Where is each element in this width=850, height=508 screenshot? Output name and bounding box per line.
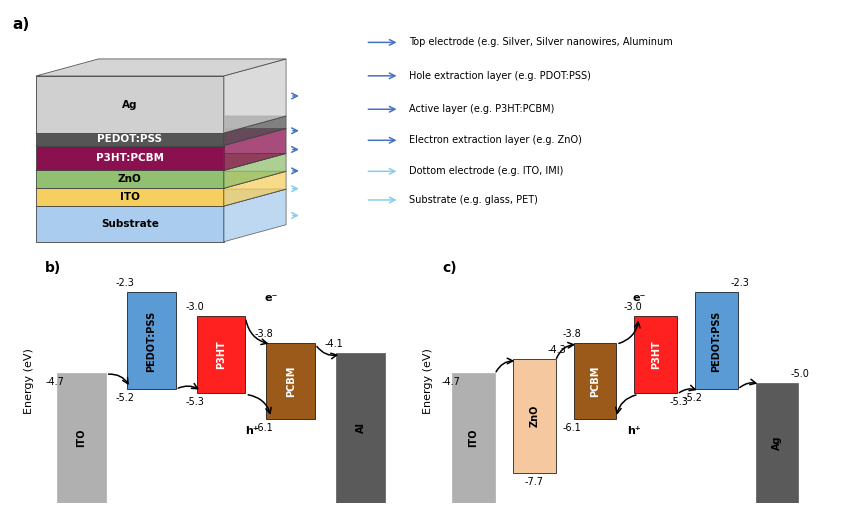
Bar (452, 373, 495, 503)
Text: a): a) (13, 17, 30, 33)
Text: Dottom electrode (e.g. ITO, IMI): Dottom electrode (e.g. ITO, IMI) (409, 166, 564, 176)
Polygon shape (224, 171, 286, 206)
Text: -3.8: -3.8 (255, 329, 274, 338)
Text: PCBM: PCBM (590, 365, 600, 397)
Bar (337, 353, 385, 503)
Text: -5.0: -5.0 (790, 369, 810, 378)
Text: Electron extraction layer (e.g. ZnO): Electron extraction layer (e.g. ZnO) (409, 135, 582, 145)
Text: -3.0: -3.0 (623, 302, 642, 312)
Polygon shape (36, 59, 286, 76)
Text: h⁺: h⁺ (246, 426, 259, 436)
Text: h⁺: h⁺ (627, 426, 642, 436)
Text: e⁻: e⁻ (632, 293, 645, 303)
Polygon shape (36, 189, 286, 206)
Polygon shape (36, 171, 224, 188)
Bar (127, 293, 176, 389)
Text: Ag: Ag (122, 100, 138, 110)
Polygon shape (36, 171, 286, 188)
Polygon shape (36, 116, 286, 133)
Text: -3.8: -3.8 (563, 329, 581, 338)
Text: -6.1: -6.1 (563, 424, 581, 433)
Polygon shape (224, 189, 286, 242)
Text: PEDOT:PSS: PEDOT:PSS (97, 134, 162, 144)
Text: -4.1: -4.1 (325, 339, 343, 348)
Text: ZnO: ZnO (530, 405, 539, 427)
Bar (57, 373, 105, 503)
Polygon shape (224, 59, 286, 133)
Polygon shape (36, 76, 224, 133)
Bar (756, 383, 798, 503)
Text: PCBM: PCBM (286, 365, 296, 397)
Text: PEDOT:PSS: PEDOT:PSS (711, 310, 722, 371)
Bar (513, 359, 556, 473)
Text: -5.2: -5.2 (115, 393, 134, 403)
Text: ITO: ITO (76, 429, 87, 447)
Bar (695, 293, 738, 389)
Text: -2.3: -2.3 (730, 278, 749, 289)
Text: PEDOT:PSS: PEDOT:PSS (146, 310, 156, 371)
Text: -5.2: -5.2 (684, 393, 703, 403)
Polygon shape (36, 188, 224, 206)
Text: -4.7: -4.7 (45, 376, 65, 387)
Polygon shape (224, 153, 286, 188)
Text: -2.3: -2.3 (116, 278, 134, 289)
Text: -5.3: -5.3 (185, 397, 204, 407)
Text: Energy (eV): Energy (eV) (24, 348, 34, 414)
Text: Active layer (e.g. P3HT:PCBM): Active layer (e.g. P3HT:PCBM) (409, 104, 554, 114)
Text: -5.3: -5.3 (669, 397, 689, 407)
Polygon shape (36, 129, 286, 145)
Text: e⁻: e⁻ (264, 293, 278, 303)
Text: Top electrode (e.g. Silver, Silver nanowires, Aluminum: Top electrode (e.g. Silver, Silver nanow… (409, 38, 673, 47)
Text: Al: Al (355, 422, 366, 433)
Text: ITO: ITO (468, 429, 479, 447)
Text: P3HT: P3HT (216, 340, 226, 369)
Polygon shape (36, 153, 286, 171)
Text: Hole extraction layer (e.g. PDOT:PSS): Hole extraction layer (e.g. PDOT:PSS) (409, 71, 591, 81)
Text: Substrate: Substrate (101, 219, 159, 229)
Polygon shape (224, 129, 286, 171)
Text: P3HT: P3HT (651, 340, 660, 369)
Bar (634, 316, 677, 393)
Text: c): c) (442, 261, 456, 275)
Text: -4.3: -4.3 (548, 345, 567, 355)
Text: ITO: ITO (120, 192, 139, 202)
Polygon shape (36, 206, 224, 242)
Bar (574, 342, 616, 420)
Polygon shape (36, 133, 224, 145)
Text: -4.7: -4.7 (441, 376, 460, 387)
Polygon shape (36, 145, 224, 171)
Bar (196, 316, 246, 393)
Text: Ag: Ag (772, 435, 782, 450)
Text: -7.7: -7.7 (524, 477, 544, 487)
Text: b): b) (45, 261, 61, 275)
Bar (266, 342, 315, 420)
Text: -6.1: -6.1 (255, 424, 274, 433)
Text: Energy (eV): Energy (eV) (423, 348, 433, 414)
Text: Substrate (e.g. glass, PET): Substrate (e.g. glass, PET) (409, 195, 538, 205)
Text: P3HT:PCBM: P3HT:PCBM (96, 153, 164, 163)
Polygon shape (224, 116, 286, 145)
Text: -3.0: -3.0 (185, 302, 204, 312)
Text: ZnO: ZnO (118, 174, 142, 184)
